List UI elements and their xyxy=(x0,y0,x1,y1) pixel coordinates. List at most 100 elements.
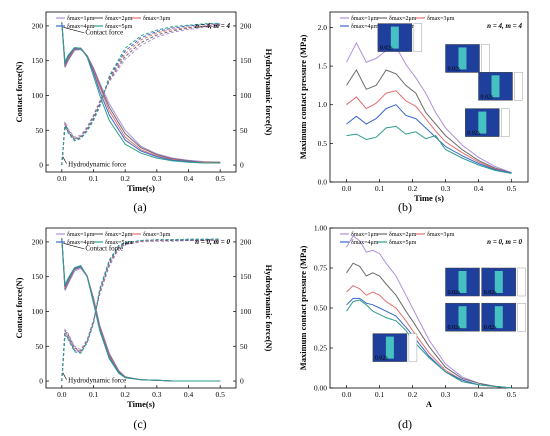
chart-panel-1: 0.0 0.1 0.2 0.3 0.4 0.5 0.0 0.5 1.0 1.5 2.0 Time (s… xyxy=(298,11,529,203)
y-tick-label: 0.00 xyxy=(314,384,327,393)
inset-hotspot xyxy=(390,26,399,49)
y2-axis-label: Hydrodynamic force(N) xyxy=(264,49,274,136)
axes-frame xyxy=(45,11,237,173)
y-tick-label: 50 xyxy=(36,126,44,135)
series-line-9 xyxy=(61,22,221,166)
param-label: n = 0, m = 0 xyxy=(195,238,230,246)
legend-entry: δmax=1μm xyxy=(351,232,379,238)
inset-colorbar-frame xyxy=(413,23,423,52)
series-line-0 xyxy=(346,41,512,174)
inset-colorbar-frame xyxy=(408,333,418,362)
y2-tick-label: 100 xyxy=(240,307,252,316)
contact-force-annotation: Contact force xyxy=(85,244,123,252)
series-line-1 xyxy=(346,262,512,389)
inset-colorbar-frame xyxy=(501,108,510,137)
series-line-3 xyxy=(61,238,221,382)
x-tick-label: 0.5 xyxy=(507,390,517,399)
inset-time-label: 0.02s xyxy=(484,325,498,331)
series-line-2 xyxy=(61,238,221,382)
y-tick-label: 150 xyxy=(32,272,44,281)
y-tick-label: 200 xyxy=(32,21,44,30)
annotation-arrow xyxy=(62,372,67,380)
chart-panel-0: 0.0 0.1 0.2 0.3 0.4 0.5 0 50 100 150 200 0 50 100 150 2… xyxy=(14,11,274,193)
x-tick-label: 0.3 xyxy=(152,390,162,399)
panel-label-d: (d) xyxy=(398,417,412,431)
x-tick-label: 0.1 xyxy=(89,174,99,183)
legend-entry: δmax=4μm xyxy=(67,240,95,246)
chart-panel-3: 0.0 0.1 0.2 0.3 0.4 0.5 0.00 0.25 0.50 0.75 1.00 A M… xyxy=(298,224,529,409)
series-line-6 xyxy=(61,24,221,166)
legend-entry: δmax=3μm xyxy=(143,16,171,22)
x-axis-label: Time(s) xyxy=(127,183,155,193)
x-axis-label: A xyxy=(426,399,433,409)
series-line-5 xyxy=(61,240,221,382)
inset-hotspot xyxy=(494,306,503,329)
y-tick-label: 0.5 xyxy=(318,139,328,148)
series-line-4 xyxy=(346,299,512,389)
inset-hotspot xyxy=(458,47,467,70)
y2-tick-label: 200 xyxy=(240,237,252,246)
x-tick-label: 0.5 xyxy=(507,184,517,193)
series-line-3 xyxy=(346,297,512,389)
inset-time-label: 0.02s xyxy=(375,356,389,362)
legend-entry: δmax=3μm xyxy=(427,232,455,238)
inset-hotspot xyxy=(494,271,503,293)
series-line-7 xyxy=(61,239,221,382)
legend-entry: δmax=2μm xyxy=(105,16,133,22)
series-line-1 xyxy=(61,22,221,163)
legend-entry: δmax=5μm xyxy=(389,240,417,246)
y-tick-label: 0.0 xyxy=(318,178,328,187)
x-tick-label: 0.2 xyxy=(120,390,130,399)
legend-entry: δmax=4μm xyxy=(351,24,379,30)
x-tick-label: 0.4 xyxy=(184,390,194,399)
y2-tick-label: 200 xyxy=(240,21,252,30)
inset-colorbar-frame xyxy=(514,72,523,101)
y-tick-label: 0 xyxy=(39,161,43,170)
y-tick-label: 1.0 xyxy=(318,100,328,109)
param-label: n = 4, m = 4 xyxy=(195,22,230,30)
legend-entry: δmax=5μm xyxy=(105,24,133,30)
chart-panel-2: 0.0 0.1 0.2 0.3 0.4 0.5 0 50 100 150 200 0 50 100 150 2… xyxy=(14,227,274,409)
pressure-contour-inset: 0.02s xyxy=(445,267,490,297)
inset-hotspot xyxy=(458,306,467,329)
inset-hotspot xyxy=(385,336,394,359)
series-line-1 xyxy=(346,68,512,174)
x-tick-label: 0.5 xyxy=(215,390,225,399)
legend-entry: δmax=2μm xyxy=(389,232,417,238)
series-line-0 xyxy=(61,238,221,382)
y2-tick-label: 150 xyxy=(240,56,252,65)
pressure-contour-inset: 0.02s xyxy=(481,302,526,332)
y-tick-label: 2.0 xyxy=(318,23,328,32)
x-tick-label: 0.3 xyxy=(441,184,451,193)
y-tick-label: 0.50 xyxy=(314,304,327,313)
y2-tick-label: 0 xyxy=(240,161,244,170)
panel-label-b: (b) xyxy=(398,200,412,214)
y-tick-label: 0 xyxy=(39,377,43,386)
y-axis-label: Contact force(N) xyxy=(14,277,24,338)
series-line-4 xyxy=(61,238,221,382)
inset-time-label: 0.02s xyxy=(448,290,462,296)
series-line-5 xyxy=(61,25,221,166)
series-line-2 xyxy=(346,284,512,389)
legend-entry: δmax=1μm xyxy=(67,232,95,238)
x-tick-label: 0.0 xyxy=(342,390,352,399)
series-line-1 xyxy=(61,238,221,382)
x-tick-label: 0.4 xyxy=(474,184,484,193)
contact-force-annotation: Contact force xyxy=(85,28,123,36)
y2-tick-label: 150 xyxy=(240,272,252,281)
inset-hotspot xyxy=(458,271,467,293)
hydro-force-annotation: Hydrodynamic force xyxy=(68,376,126,384)
x-tick-label: 0.0 xyxy=(342,184,352,193)
pressure-contour-inset: 0.02s xyxy=(481,267,526,297)
y-axis-label: Maximum contact pressure (MPa) xyxy=(298,35,308,160)
y2-tick-label: 50 xyxy=(240,342,248,351)
y-tick-label: 200 xyxy=(32,237,44,246)
inset-time-label: 0.02s xyxy=(380,46,394,52)
pressure-contour-inset: 0.02s xyxy=(478,72,523,101)
series-line-9 xyxy=(61,238,221,382)
series-line-0 xyxy=(61,22,221,163)
legend-entry: δmax=5μm xyxy=(105,240,133,246)
inset-hotspot xyxy=(478,111,487,134)
x-axis-label: Time (s) xyxy=(414,193,444,203)
